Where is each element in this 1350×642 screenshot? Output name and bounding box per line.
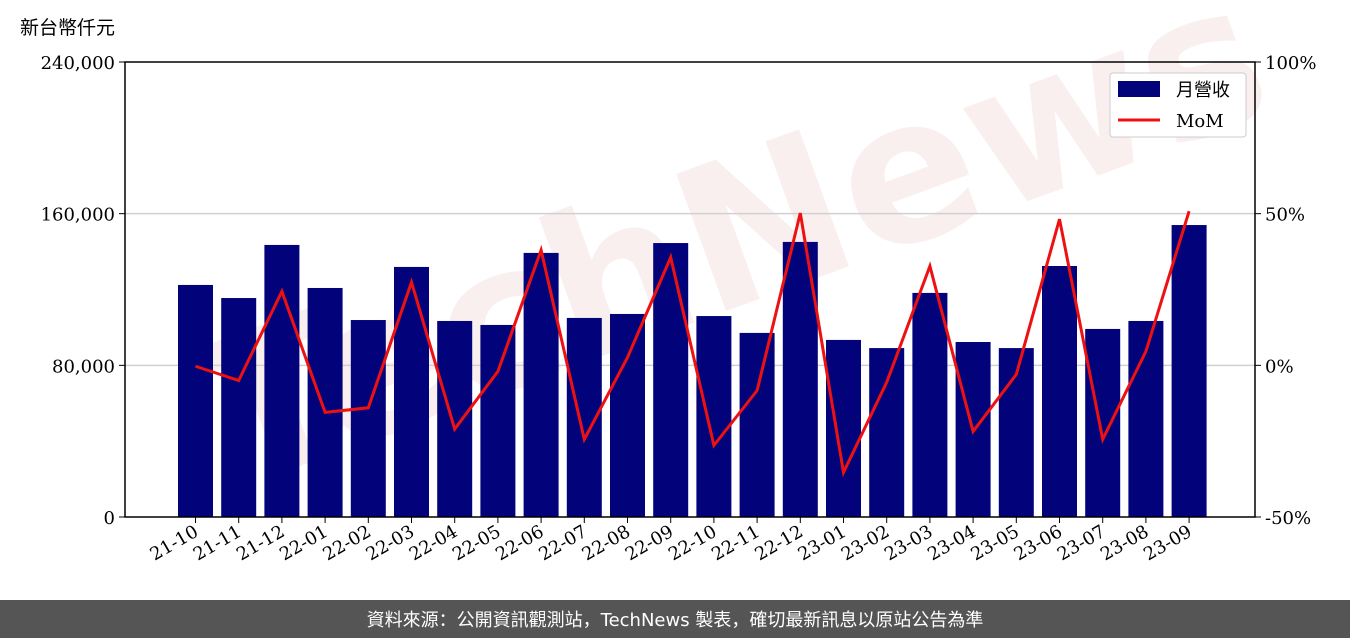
y2-tick-label: 0% <box>1265 356 1294 377</box>
bar <box>307 287 343 517</box>
bar <box>1042 265 1077 517</box>
x-tick-label: 23-01 <box>795 521 850 565</box>
legend-label: 月營收 <box>1176 80 1230 101</box>
y2-tick-label: -50% <box>1265 508 1311 529</box>
plot-frame <box>124 61 1256 518</box>
bar <box>653 243 689 518</box>
x-tick-label: 23-06 <box>1011 521 1066 565</box>
x-tick-label: 22-03 <box>363 521 418 565</box>
x-tick-label: 22-11 <box>708 521 763 565</box>
x-tick-label: 22-02 <box>319 521 374 565</box>
x-tick-label: 22-10 <box>665 521 720 565</box>
x-tick-label: 22-05 <box>449 521 504 565</box>
bar <box>1085 328 1121 517</box>
x-tick-label: 23-07 <box>1054 521 1109 565</box>
x-tick-label: 22-06 <box>492 521 547 565</box>
bar <box>350 320 386 517</box>
bar <box>523 252 559 518</box>
line <box>195 210 1191 478</box>
x-tick-label: 23-03 <box>881 521 936 565</box>
x-tick-label: 22-09 <box>622 521 677 565</box>
bar <box>221 298 257 517</box>
y-tick-label: 160,000 <box>41 205 115 226</box>
x-tick-label: 23-05 <box>967 521 1022 565</box>
x-tick-label: 23-02 <box>838 521 893 565</box>
bar <box>437 320 473 517</box>
footer-bar <box>0 600 1350 638</box>
bar <box>480 324 516 517</box>
x-tick-label: 21-11 <box>190 521 245 565</box>
y-axis-title: 新台幣仟元 <box>20 17 115 39</box>
bar <box>696 316 732 517</box>
y-tick-label: 240,000 <box>41 53 115 74</box>
legend-swatch <box>1118 81 1160 97</box>
bar <box>394 266 429 517</box>
y-tick-label: 0 <box>104 508 115 529</box>
footer-text: 資料來源：公開資訊觀測站，TechNews 製表，確切最新訊息以原站公告為準 <box>367 610 984 631</box>
bar <box>739 332 775 517</box>
x-tick-label: 22-01 <box>276 521 331 565</box>
bar <box>178 284 213 517</box>
bar <box>869 348 905 517</box>
y2-tick-label: 100% <box>1265 53 1316 74</box>
x-tick-label: 23-04 <box>924 521 979 565</box>
bar <box>826 339 861 517</box>
x-tick-label: 23-08 <box>1097 521 1152 565</box>
bar <box>610 313 645 517</box>
x-tick-label: 21-10 <box>147 521 202 565</box>
x-tick-label: 22-07 <box>535 521 590 565</box>
x-tick-label: 23-09 <box>1140 521 1195 565</box>
x-tick-label: 22-08 <box>579 521 634 565</box>
bar <box>1171 225 1207 517</box>
y2-tick-label: 50% <box>1265 205 1305 226</box>
bar <box>264 244 300 517</box>
bar <box>912 292 948 517</box>
legend-label: MoM <box>1176 111 1224 132</box>
x-tick-label: 22-04 <box>406 521 461 565</box>
x-tick-label: 22-12 <box>751 521 806 565</box>
y-tick-label: 80,000 <box>52 356 115 377</box>
